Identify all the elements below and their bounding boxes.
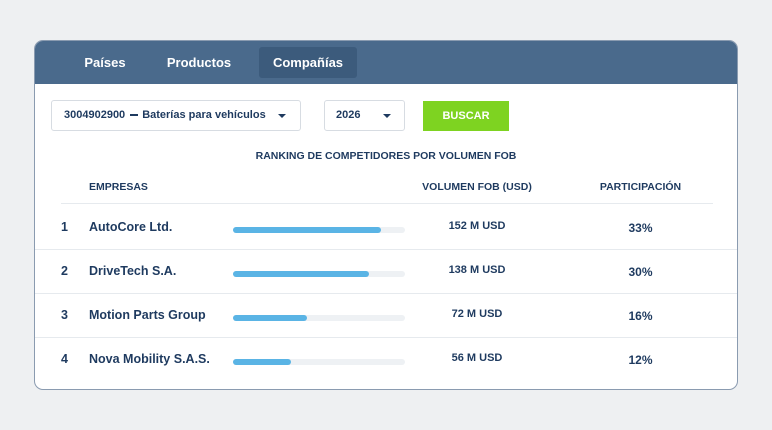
company-name: DriveTech S.A. bbox=[89, 264, 177, 278]
dash-separator bbox=[130, 114, 139, 117]
company-name: Nova Mobility S.A.S. bbox=[89, 352, 210, 366]
tab-bar: Países Productos Compañías bbox=[35, 41, 737, 84]
volume-bar-fill bbox=[233, 271, 369, 277]
tab-countries[interactable]: Países bbox=[84, 55, 126, 70]
competitor-ranking-card: Países Productos Compañías 3004902900 Bat… bbox=[34, 40, 738, 390]
column-header-volume: VOLUMEN FOB (USD) bbox=[422, 181, 532, 193]
header-divider bbox=[61, 203, 713, 204]
volume-bar-track bbox=[233, 359, 405, 365]
tab-products[interactable]: Productos bbox=[166, 55, 232, 70]
share-value: 30% bbox=[628, 265, 653, 279]
volume-bar-track bbox=[233, 227, 405, 233]
row-divider bbox=[35, 249, 737, 250]
search-button[interactable]: BUSCAR bbox=[423, 101, 509, 131]
volume-value: 152 M USD bbox=[448, 220, 506, 232]
volume-value: 72 M USD bbox=[451, 308, 503, 320]
product-name: Baterías para vehículos bbox=[142, 109, 266, 121]
volume-bar-fill bbox=[233, 359, 292, 365]
product-select[interactable]: 3004902900 Baterías para vehículos bbox=[51, 100, 301, 131]
year-select[interactable]: 2026 bbox=[324, 100, 405, 131]
rank-number: 4 bbox=[61, 352, 68, 366]
volume-bar-fill bbox=[233, 315, 307, 321]
share-value: 12% bbox=[628, 353, 653, 367]
company-name: Motion Parts Group bbox=[89, 308, 206, 322]
table-row: 2 DriveTech S.A. 138 M USD 30% bbox=[35, 250, 737, 294]
column-header-share: PARTICIPACIÓN bbox=[599, 181, 682, 193]
volume-bar-track bbox=[233, 315, 405, 321]
share-value: 16% bbox=[628, 309, 653, 323]
table-row: 4 Nova Mobility S.A.S. 56 M USD 12% bbox=[35, 338, 737, 382]
ranking-title: RANKING DE COMPETIDORES POR VOLUMEN FOB bbox=[255, 150, 517, 162]
share-value: 33% bbox=[628, 221, 653, 235]
volume-value: 138 M USD bbox=[448, 264, 506, 276]
tab-companies[interactable]: Compañías bbox=[259, 47, 357, 78]
row-divider bbox=[35, 337, 737, 338]
table-row: 1 AutoCore Ltd. 152 M USD 33% bbox=[35, 206, 737, 250]
company-name: AutoCore Ltd. bbox=[89, 220, 173, 234]
product-code: 3004902900 bbox=[64, 109, 126, 121]
volume-value: 56 M USD bbox=[451, 352, 503, 364]
chevron-down-icon bbox=[278, 114, 286, 118]
rank-number: 2 bbox=[61, 264, 68, 278]
rank-number: 3 bbox=[61, 308, 68, 322]
volume-bar-fill bbox=[233, 227, 381, 233]
volume-bar-track bbox=[233, 271, 405, 277]
table-row: 3 Motion Parts Group 72 M USD 16% bbox=[35, 294, 737, 338]
chevron-down-icon bbox=[383, 114, 391, 118]
rank-number: 1 bbox=[61, 220, 68, 234]
year-value: 2026 bbox=[336, 109, 361, 121]
column-header-companies: EMPRESAS bbox=[89, 181, 148, 193]
row-divider bbox=[35, 293, 737, 294]
